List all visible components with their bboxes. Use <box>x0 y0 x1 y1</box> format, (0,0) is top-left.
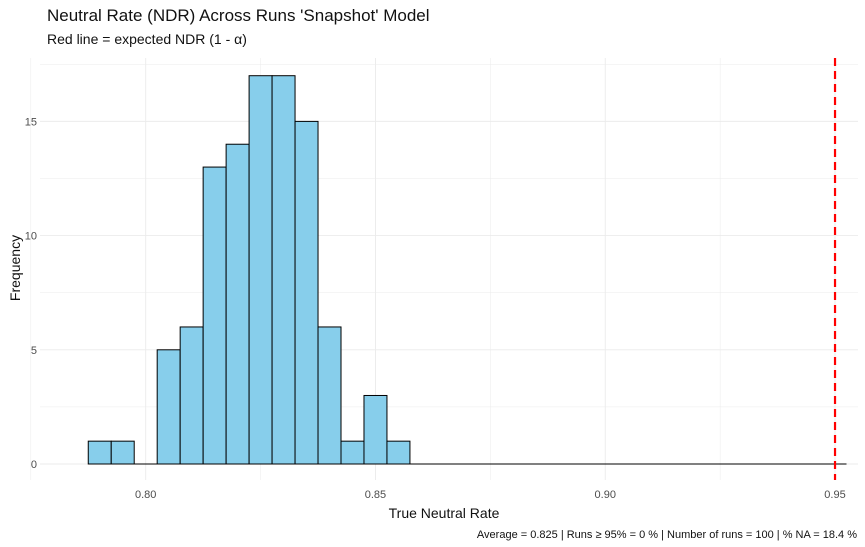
y-tick-label: 15 <box>25 116 37 128</box>
histogram-bars <box>87 75 847 465</box>
x-tick-label: 0.80 <box>135 489 156 501</box>
histogram-bar <box>294 120 319 465</box>
histogram-bar <box>248 75 273 465</box>
histogram-bar <box>225 143 250 465</box>
chart-title: Neutral Rate (NDR) Across Runs 'Snapshot… <box>47 6 430 25</box>
histogram-bar <box>110 440 135 465</box>
histogram-bar <box>87 440 112 465</box>
histogram-bar <box>363 394 388 465</box>
histogram-bar <box>202 166 227 465</box>
histogram-bar <box>179 326 204 465</box>
histogram-bar <box>317 326 342 465</box>
histogram-bar <box>340 440 365 465</box>
chart-subtitle: Red line = expected NDR (1 - α) <box>47 31 247 47</box>
x-tick-label: 0.95 <box>824 489 845 501</box>
y-tick-label: 5 <box>31 345 37 357</box>
grid-lines <box>30 58 858 480</box>
axis-tick-labels: 0.80 0.85 0.90 0.95 0 5 10 15 <box>25 116 846 501</box>
histogram-bar <box>386 440 411 465</box>
histogram-bar <box>156 349 181 465</box>
histogram-bar <box>271 75 296 465</box>
x-axis-title: True Neutral Rate <box>389 505 500 521</box>
y-tick-label: 10 <box>25 231 37 243</box>
y-axis-title: Frequency <box>7 235 23 301</box>
y-tick-label: 0 <box>31 459 37 471</box>
chart-caption: Average = 0.825 | Runs ≥ 95% = 0 % | Num… <box>476 529 857 541</box>
x-tick-label: 0.90 <box>595 489 616 501</box>
x-tick-label: 0.85 <box>365 489 386 501</box>
